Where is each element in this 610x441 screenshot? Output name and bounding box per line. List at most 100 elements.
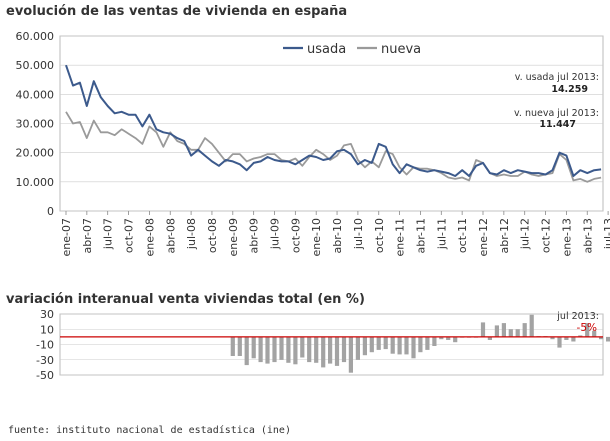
top-grid	[60, 35, 603, 212]
variation-bar	[376, 336, 381, 350]
variation-bar	[439, 336, 444, 340]
variation-bar	[251, 336, 256, 359]
x-tick-label: jul-12	[519, 218, 532, 250]
variation-bar	[592, 330, 597, 337]
variation-bar	[293, 336, 298, 365]
variation-bar	[550, 336, 555, 340]
variation-bar	[501, 323, 506, 337]
variation-bar	[362, 336, 367, 356]
bottom-y-tick-label: 10	[40, 323, 54, 336]
variation-bar	[404, 336, 409, 355]
variation-bar	[244, 336, 249, 366]
variation-bar	[341, 336, 347, 363]
top-y-tick-label: 40.000	[16, 88, 55, 101]
x-tick-label: jul-07	[102, 218, 115, 250]
annotation-variation-label: jul 2013:	[556, 311, 599, 322]
variation-bar	[487, 336, 492, 340]
variation-bar	[494, 325, 499, 337]
variation-bar	[348, 336, 353, 373]
x-tick-label: ene-09	[227, 218, 240, 256]
top-y-tick-label: 60.000	[16, 30, 55, 43]
bottom-y-tick-label: -30	[36, 354, 54, 367]
x-tick-label: jul-10	[352, 218, 365, 250]
x-tick-label: ene-12	[477, 218, 490, 256]
x-tick-label: abr-07	[81, 218, 94, 254]
variation-bar	[307, 336, 312, 363]
annotation-usada-label: v. usada jul 2013:	[515, 72, 599, 83]
x-tick-label: ene-11	[394, 218, 407, 256]
variation-bar	[237, 336, 242, 356]
variation-bar	[480, 322, 486, 337]
variation-bar	[557, 336, 562, 348]
variation-bar	[321, 336, 326, 368]
variation-bars	[230, 314, 610, 373]
variation-bar	[390, 336, 395, 354]
variation-bar	[397, 336, 402, 355]
variation-bar	[599, 336, 604, 340]
x-tick-label: oct-11	[456, 218, 469, 253]
variation-bar	[300, 336, 305, 358]
top-y-tick-label: 30.000	[16, 118, 55, 131]
variation-bar	[585, 323, 590, 337]
variation-bar	[328, 336, 333, 364]
variation-bar	[571, 336, 576, 342]
variation-bar	[432, 336, 437, 346]
variation-bar	[314, 336, 319, 363]
variation-bar	[522, 323, 527, 337]
x-tick-label: oct-09	[289, 218, 302, 253]
annotation-variation-value: -5%	[577, 322, 597, 334]
top-x-tick-labels: ene-07 abr-07 jul-07 oct-07 ene-08 abr-08 jul-…	[60, 211, 610, 256]
bottom-y-tick-label: 30	[40, 308, 54, 321]
x-tick-label: abr-11	[414, 218, 427, 254]
variation-bar	[265, 336, 270, 364]
bottom-y-tick-labels: 30 10 -10 -30 -50	[36, 308, 54, 382]
variation-bar	[446, 336, 451, 340]
x-tick-label: jul-09	[269, 218, 282, 250]
x-tick-label: oct-08	[206, 218, 219, 253]
annotation-nueva-value: 11.447	[539, 119, 576, 130]
variation-bar	[383, 336, 388, 350]
variation-bar	[355, 336, 360, 360]
top-y-tick-label: 0	[47, 205, 54, 218]
variation-bar	[425, 336, 430, 350]
bottom-y-tick-label: -50	[36, 369, 54, 382]
x-tick-label: oct-12	[540, 218, 553, 253]
variation-bar	[508, 329, 513, 337]
x-tick-label: abr-08	[164, 218, 177, 254]
x-tick-label: abr-10	[331, 218, 344, 254]
x-tick-label: oct-07	[123, 218, 136, 253]
variation-bar	[369, 336, 374, 353]
variation-bar	[564, 336, 569, 340]
x-tick-label: jul-11	[435, 218, 448, 250]
variation-bar	[230, 336, 235, 356]
variation-bar	[411, 336, 416, 359]
series-line-nueva	[65, 111, 602, 183]
series-line-usada	[65, 64, 602, 177]
x-tick-label: oct-10	[373, 218, 386, 253]
x-tick-label: ene-10	[310, 218, 323, 256]
x-tick-label: abr-13	[581, 218, 594, 254]
x-tick-label: jul-13	[602, 218, 610, 250]
legend-nueva-label: nueva	[381, 42, 421, 57]
variation-bar	[578, 335, 583, 337]
top-y-tick-label: 20.000	[16, 147, 55, 160]
x-tick-label: abr-09	[248, 218, 261, 254]
annotation-nueva-label: v. nueva jul 2013:	[514, 108, 599, 119]
top-y-tick-label: 10.000	[16, 176, 55, 189]
variation-bar	[606, 336, 610, 342]
top-y-tick-labels: 0 10.000 20.000 30.000 40.000 50.000 60.000	[16, 30, 55, 218]
top-chart-title: evolución de las ventas de vivienda en e…	[6, 4, 347, 19]
annotation-usada-value: 14.259	[551, 84, 588, 95]
x-tick-label: abr-12	[498, 218, 511, 254]
x-tick-label: ene-07	[60, 218, 73, 256]
variation-bar	[529, 314, 534, 337]
bottom-chart-title: variación interanual venta viviendas tot…	[6, 292, 365, 307]
top-y-tick-label: 50.000	[16, 59, 55, 72]
source-note: fuente: instituto nacional de estadístic…	[8, 424, 291, 436]
x-tick-label: ene-13	[560, 218, 573, 256]
variation-bar	[286, 336, 291, 363]
sales-lines	[65, 64, 602, 183]
variation-bar	[515, 329, 520, 337]
